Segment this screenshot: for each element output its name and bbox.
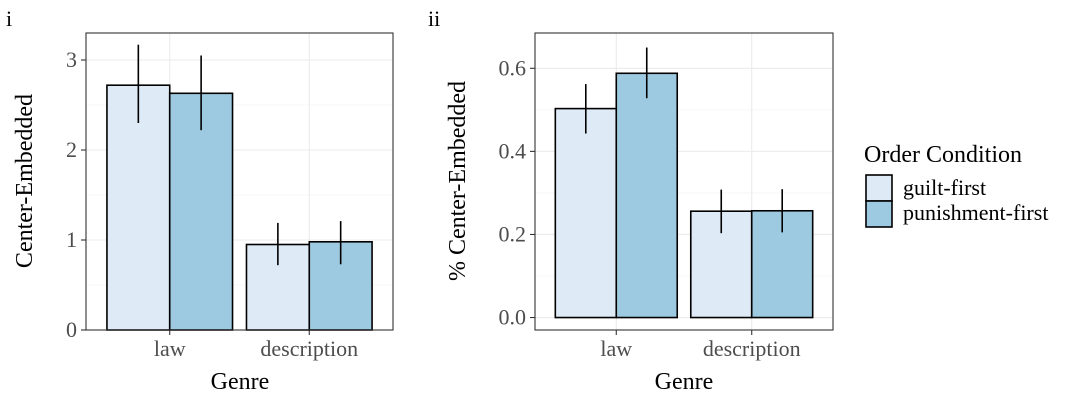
chart-panel-ii: ii 0.0 0.2 0.4 0.6 law description Genre % C…	[428, 6, 834, 394]
legend-label-punishment-first: punishment-first	[903, 200, 1048, 225]
panel-border	[85, 32, 394, 331]
y-tick-label: 0	[66, 317, 77, 342]
bar-layer	[554, 72, 814, 319]
legend-label-guilt-first: guilt-first	[903, 175, 986, 200]
x-tick-label: law	[600, 336, 632, 361]
y-tick-label: 2	[66, 137, 77, 162]
bar-guilt-first-law	[554, 107, 618, 319]
y-tick-label: 0.0	[499, 305, 527, 330]
x-tick-layer: law description	[154, 330, 358, 361]
chart-panel-i: i 0 1 2 3 law description Genre Center-Embed…	[6, 6, 394, 394]
x-axis-title: Genre	[211, 369, 270, 394]
bar-layer	[106, 84, 373, 331]
y-tick-label: 0.2	[499, 221, 527, 246]
x-axis-title: Genre	[655, 369, 714, 394]
y-tick-label: 0.4	[499, 138, 527, 163]
error-bar-layer	[137, 44, 342, 266]
y-tick-layer: 0.0 0.2 0.4 0.6	[499, 55, 535, 330]
legend: Order Condition guilt-first punishment-f…	[864, 142, 1048, 228]
y-tick-label: 0.6	[499, 55, 527, 80]
x-tick-label: description	[260, 336, 358, 361]
bar-punishment-first-law	[615, 72, 679, 319]
panel-border	[534, 32, 834, 331]
legend-key-punishment-first	[865, 200, 893, 228]
legend-key-guilt-first	[865, 174, 893, 202]
x-tick-layer: law description	[600, 330, 801, 361]
panel-label-i: i	[6, 6, 12, 31]
legend-title: Order Condition	[864, 142, 1022, 168]
error-bar-layer	[584, 47, 784, 234]
y-tick-label: 1	[66, 227, 77, 252]
y-tick-label: 3	[66, 47, 77, 72]
y-tick-layer: 0 1 2 3	[66, 47, 86, 342]
x-tick-label: law	[154, 336, 186, 361]
y-axis-title: % Center-Embedded	[445, 81, 471, 281]
y-axis-title: Center-Embedded	[12, 94, 38, 268]
x-tick-label: description	[703, 336, 801, 361]
panel-label-ii: ii	[428, 6, 440, 31]
